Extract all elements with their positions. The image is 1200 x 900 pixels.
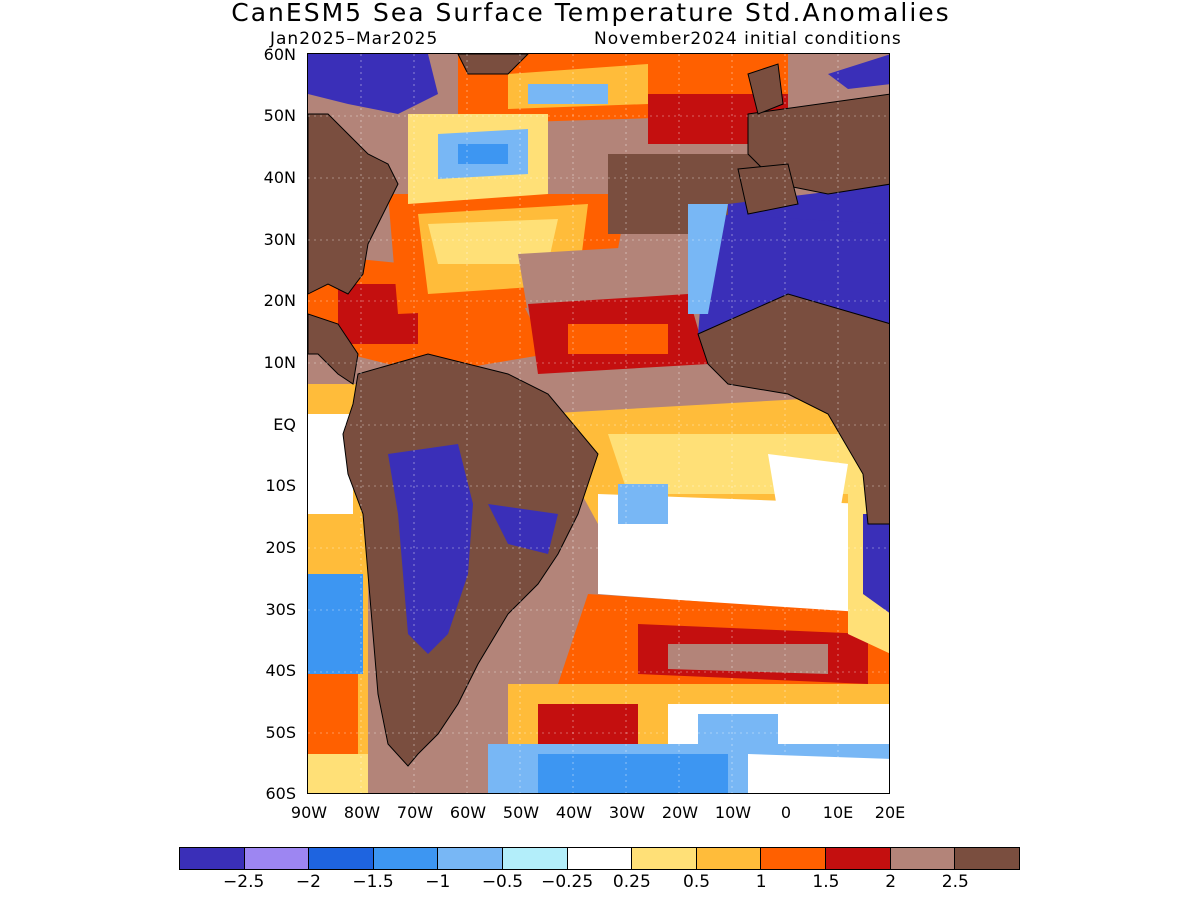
lon-label-0: 0 <box>780 803 792 822</box>
north-america-landmass <box>308 113 399 295</box>
lon-label-80w: 80W <box>343 803 381 822</box>
lat-label-10n: 10N <box>263 353 296 372</box>
colorbar-swatch <box>826 848 891 869</box>
colorbar-tick-label: 1.5 <box>812 872 840 892</box>
colorbar-tick-label: 2.5 <box>941 872 969 892</box>
lat-label-60n: 60N <box>263 45 296 64</box>
initial-conditions: November2024 initial conditions <box>594 29 902 49</box>
colorbar-swatch <box>438 848 504 869</box>
map-canvas <box>308 54 889 793</box>
central-america-landmass <box>308 313 359 385</box>
interior-mask-regions <box>308 54 889 654</box>
colorbar-tick-label: 2 <box>885 872 897 892</box>
colorbar-swatch <box>244 848 310 869</box>
lon-label-50w: 50W <box>502 803 540 822</box>
lon-label-60w: 60W <box>449 803 487 822</box>
lat-label-20n: 20N <box>263 291 296 310</box>
colorbar-tick-label: 0.25 <box>612 872 651 892</box>
colorbar-tick-label: 1 <box>755 872 767 892</box>
africa-landmass <box>697 293 889 525</box>
colorbar-swatch <box>373 848 439 869</box>
lat-label-10s: 10S <box>265 476 296 495</box>
colorbar-swatch <box>309 848 374 869</box>
colorbar-tick-label: 0.5 <box>683 872 711 892</box>
lat-label-50n: 50N <box>263 106 296 125</box>
colorbar-swatch <box>955 848 1019 869</box>
lat-label-60s: 60S <box>265 784 296 803</box>
lon-label-40w: 40W <box>555 803 593 822</box>
lon-label-10w: 10W <box>714 803 752 822</box>
forecast-period: Jan2025–Mar2025 <box>270 29 439 49</box>
iberia-landmass <box>737 163 799 215</box>
lat-label-30n: 30N <box>263 230 296 249</box>
lat-label-30s: 30S <box>265 600 296 619</box>
lat-label-20s: 20S <box>265 538 296 557</box>
lon-label-70w: 70W <box>396 803 434 822</box>
lat-label-50s: 50S <box>265 723 296 742</box>
lon-label-90w: 90W <box>290 803 328 822</box>
colorbar-legend <box>179 847 1020 870</box>
lon-label-20e: 20E <box>874 803 906 822</box>
colorbar-swatch <box>696 848 762 869</box>
sst-anomaly-map <box>307 53 890 794</box>
lon-label-10e: 10E <box>822 803 854 822</box>
lon-label-20w: 20W <box>661 803 699 822</box>
lat-label-40s: 40S <box>265 661 296 680</box>
colorbar-tick-label: −2.5 <box>223 872 265 892</box>
graticule <box>308 54 889 793</box>
colorbar-swatch <box>632 848 697 869</box>
colorbar-tick-label: −1.5 <box>352 872 394 892</box>
colorbar-tick-label: −1 <box>425 872 451 892</box>
colorbar-swatch <box>761 848 827 869</box>
colorbar-tick-label: −0.25 <box>541 872 594 892</box>
colorbar-swatch <box>503 848 568 869</box>
lat-label-eq: EQ <box>273 415 296 434</box>
map-title: CanESM5 Sea Surface Temperature Std.Anom… <box>231 0 951 27</box>
greenland-landmass <box>457 54 529 75</box>
colorbar-tick-label: −2 <box>295 872 321 892</box>
lat-label-40n: 40N <box>263 168 296 187</box>
lon-label-30w: 30W <box>608 803 646 822</box>
colorbar-swatch <box>180 848 245 869</box>
british-isles-landmass <box>747 63 784 115</box>
colorbar-tick-label: −0.5 <box>481 872 524 892</box>
colorbar-swatch <box>890 848 956 869</box>
colorbar-swatch <box>567 848 633 869</box>
